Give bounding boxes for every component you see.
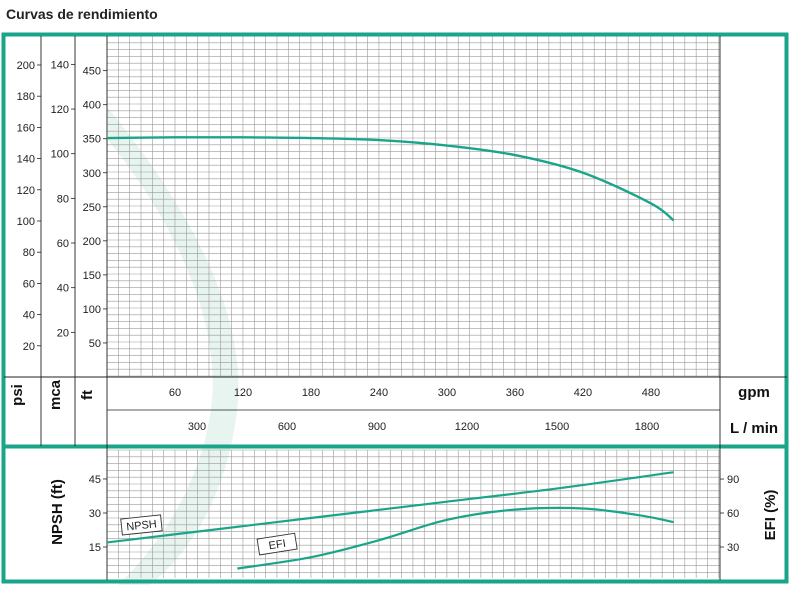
mca-tick-label: 20 [57,327,69,339]
gpm-axis-unit: gpm [738,384,770,401]
psi-tick-label: 40 [23,310,35,322]
mca-tick-label: 120 [51,104,69,116]
efi-tick-label: 30 [727,542,739,554]
gpm-tick-label: 420 [574,387,592,399]
npsh-tick-label: 30 [89,508,101,520]
npsh-tick-label: 15 [89,542,101,554]
gpm-tick-label: 480 [642,387,660,399]
ft-tick-label: 450 [83,66,101,78]
ft-tick-label: 250 [83,202,101,214]
psi-tick-label: 80 [23,247,35,259]
psi-tick-label: 180 [17,91,35,103]
mca-tick-label: 40 [57,283,69,295]
lmin-tick-label: 300 [188,421,206,433]
psi-tick-label: 120 [17,185,35,197]
efi-tick-label: 90 [727,474,739,486]
psi-tick-label: 60 [23,278,35,290]
ft-axis-unit: ft [79,390,96,400]
lmin-tick-label: 900 [368,421,386,433]
efi-tick-label: 60 [727,508,739,520]
mca-tick-label: 80 [57,193,69,205]
psi-tick-label: 100 [17,216,35,228]
efi-series-label-box [256,532,298,556]
ft-tick-label: 200 [83,236,101,248]
psi-tick-label: 140 [17,154,35,166]
npsh-curve [106,471,674,544]
ft-tick-label: 350 [83,134,101,146]
mca-axis-unit: mca [47,379,64,410]
gpm-tick-label: 120 [234,387,252,399]
page-title: Curvas de rendimiento [6,6,158,22]
gpm-tick-label: 240 [370,387,388,399]
gpm-tick-label: 180 [302,387,320,399]
head-curve [106,136,675,222]
gpm-tick-label: 360 [506,387,524,399]
lmin-tick-label: 1800 [635,421,659,433]
lmin-tick-label: 600 [278,421,296,433]
lmin-tick-label: 1500 [545,421,569,433]
ft-tick-label: 150 [83,270,101,282]
mca-tick-label: 140 [51,59,69,71]
background-swoosh [108,108,239,585]
chart-frame [1,32,789,584]
efi-axis-label: EFI (%) [762,490,779,541]
efi-series-label: EFI [256,532,298,556]
gpm-tick-label: 300 [438,387,456,399]
npsh-series-label: NPSH [120,514,163,536]
npsh-series-label-box [120,514,163,536]
lmin-tick-label: 1200 [455,421,479,433]
ft-tick-label: 100 [83,304,101,316]
psi-axis-unit: psi [9,384,26,406]
efi-curve [237,506,674,570]
gpm-tick-label: 60 [169,387,181,399]
ft-tick-label: 50 [89,338,101,350]
psi-tick-label: 160 [17,122,35,134]
mca-tick-label: 60 [57,238,69,250]
ft-tick-label: 300 [83,168,101,180]
npsh-axis-label: NPSH (ft) [49,479,66,545]
bottom-plot-grid [106,449,720,578]
mca-tick-label: 100 [51,149,69,161]
top-plot-grid [106,35,720,377]
npsh-series-label-text: NPSH [126,518,158,533]
ft-tick-label: 400 [83,100,101,112]
psi-tick-label: 200 [17,60,35,72]
psi-tick-label: 20 [23,341,35,353]
efi-series-label-text: EFI [268,538,287,553]
lmin-axis-unit: L / min [730,420,778,437]
npsh-tick-label: 45 [89,474,101,486]
